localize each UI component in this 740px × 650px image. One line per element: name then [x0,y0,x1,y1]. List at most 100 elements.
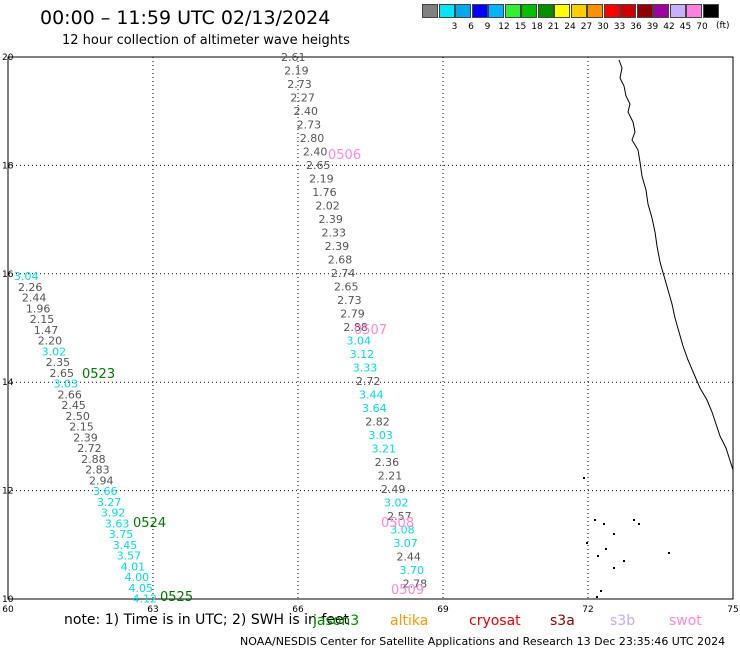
swh-value: 2.68 [328,254,353,267]
swh-value: 3.44 [359,389,384,402]
pass-time-label: 0507 [354,323,387,338]
lat-tick-label: 20 [2,53,14,63]
scale-label: 21 [547,22,560,32]
scale-swatch [471,4,488,18]
lon-tick-label: 72 [582,605,593,615]
scale-swatch [653,4,669,18]
coastline [618,59,734,471]
swh-value: 2.02 [315,200,340,213]
scale-swatch [587,4,603,18]
swh-value: 3.04 [14,270,39,283]
scale-label: 42 [663,22,675,32]
pass-time-label: 0523 [82,367,115,382]
swh-value: 4.12 [133,593,158,606]
swh-value: 3.02 [42,345,67,358]
swh-value: 4.05 [129,582,154,595]
scale-label: 3 [451,22,458,32]
scale-label: 36 [630,22,642,32]
swh-value: 2.61 [281,51,306,64]
scale-swatch [422,4,438,18]
island-marker [668,552,670,554]
scale-swatch [603,4,620,18]
swh-value: 2.72 [77,442,102,455]
island-marker [638,523,640,525]
swh-value: 3.64 [362,402,387,415]
swh-value: 3.33 [353,362,378,375]
satellite-legend-item: cryosat [469,613,521,629]
scale-swatch [488,4,504,18]
swh-value: 4.01 [121,560,145,573]
swh-value: 3.75 [109,528,134,541]
swh-value: 2.44 [396,551,421,564]
swh-value: 1.76 [312,186,337,199]
swh-value: 2.50 [65,410,90,423]
swh-value: 2.73 [337,294,362,307]
lat-tick-label: 16 [2,270,14,280]
swh-value: 3.70 [400,564,425,577]
map-frame [7,56,734,600]
lat-tick-label: 14 [2,378,14,388]
lon-tick-label: 69 [437,605,449,615]
swh-value: 2.33 [322,227,347,240]
scale-label: 24 [564,22,576,32]
swh-value: 2.40 [293,105,318,118]
footer-note: note: 1) Time is in UTC; 2) SWH is in fe… [64,612,350,628]
swh-value: 3.45 [113,539,138,552]
scale-label: 30 [597,22,609,32]
scale-swatch [620,4,636,18]
scale-label: 33 [613,22,626,32]
scale-swatch [554,4,570,18]
scale-label: 45 [679,22,692,32]
swh-value: 2.73 [287,78,312,91]
swh-value: 2.83 [85,464,110,477]
swh-value: 2.88 [81,453,106,466]
scale-swatch [686,4,702,18]
swh-value: 3.03 [54,378,79,391]
swh-value: 2.65 [334,281,359,294]
swh-value: 2.65 [50,367,75,380]
lat-tick-label: 18 [2,161,14,171]
swh-value: 2.49 [381,483,406,496]
island-marker [605,548,607,550]
swh-value: 2.65 [306,159,331,172]
island-marker [596,596,598,598]
swh-value: 2.80 [300,132,325,145]
satellite-legend-item: altika [390,613,429,629]
swh-value: 3.92 [101,507,126,520]
swh-value: 2.82 [365,416,390,429]
satellite-legend-item: s3a [550,613,575,629]
swh-value: 2.39 [73,431,98,444]
swh-value: 2.39 [318,213,343,226]
pass-time-label: 0506 [328,148,361,163]
swh-value: 3.08 [390,524,415,537]
swh-value: 2.88 [343,321,368,334]
swh-value: 2.94 [89,474,114,487]
swh-value: 2.44 [22,292,47,305]
island-marker [594,519,596,521]
lat-tick-label: 12 [2,487,13,497]
swh-value: 1.47 [34,324,59,337]
swh-value: 3.27 [97,496,122,509]
swh-value: 2.36 [375,456,400,469]
scale-swatch [570,4,587,18]
pass-time-label: 0525 [160,590,193,605]
swh-value: 3.02 [384,497,409,510]
island-marker [586,542,588,544]
pass-time-label: 0508 [381,516,414,531]
scale-label: 39 [646,22,659,32]
island-marker [613,567,615,569]
swh-value: 1.96 [26,302,50,315]
scale-label: 15 [514,22,527,32]
swh-value: 3.03 [368,429,393,442]
satellite-legend-item: jason3 [313,613,360,629]
scale-label: 12 [498,22,510,32]
island-marker [623,560,625,562]
satellite-legend-item: s3b [610,613,636,629]
lon-tick-label: 66 [292,605,304,615]
swh-value: 3.57 [117,550,142,563]
island-marker [583,477,585,479]
swh-value: 2.79 [340,308,365,321]
scale-label: 27 [580,22,593,32]
lon-tick-label: 63 [147,605,158,615]
